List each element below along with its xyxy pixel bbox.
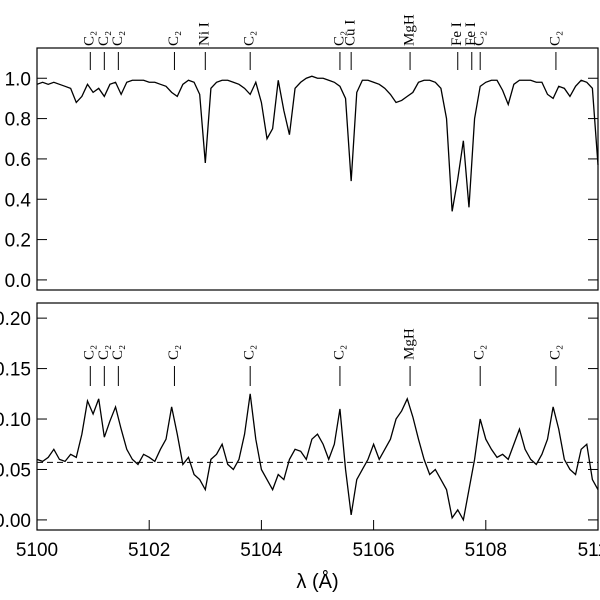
- line-label: C₂: [547, 345, 563, 360]
- x-tick-label: 5100: [16, 540, 58, 561]
- line-label: Cu I: [343, 20, 359, 46]
- plot-frame: [36, 47, 599, 291]
- line-label: Fe I: [449, 22, 465, 46]
- line-label: C₂: [472, 31, 488, 46]
- y-tick-label: 0.8: [5, 110, 31, 131]
- y-tick-label: 0.00: [0, 511, 31, 532]
- plot-frame: [36, 302, 599, 531]
- y-tick-label: 0.20: [0, 309, 31, 330]
- line-label: Fe I: [463, 22, 479, 46]
- y-tick-label: 0.6: [5, 150, 31, 171]
- line-label: C₂: [96, 345, 112, 360]
- x-tick-label: 5106: [352, 540, 394, 561]
- y-tick-label: 0.15: [0, 360, 31, 381]
- line-label: C₂: [242, 345, 258, 360]
- y-tick-label: 0.4: [5, 190, 32, 211]
- line-label: C₂: [547, 31, 563, 46]
- line-label: C₂: [242, 31, 258, 46]
- y-tick-label: 0.2: [5, 231, 31, 252]
- line-label: C₂: [110, 31, 126, 46]
- line-label: Ni I: [197, 22, 213, 46]
- line-label: C₂: [331, 345, 347, 360]
- line-label: C₂: [331, 31, 347, 46]
- line-label: C₂: [96, 31, 112, 46]
- y-tick-label: 0.05: [0, 460, 31, 481]
- line-label: C₂: [472, 345, 488, 360]
- y-tick-label: 1.0: [5, 69, 31, 90]
- x-tick-label: 5108: [465, 540, 507, 561]
- line-label: C₂: [110, 345, 126, 360]
- spectrum-line: [36, 393, 599, 522]
- line-label: C₂: [82, 31, 98, 46]
- line-label: C₂: [166, 345, 182, 360]
- y-tick-label: 0.0: [5, 271, 31, 292]
- line-label: MgH: [402, 14, 418, 46]
- x-tick-label: 5102: [128, 540, 170, 561]
- line-label: MgH: [402, 328, 418, 360]
- y-tick-label: 0.10: [0, 410, 31, 431]
- line-label: C₂: [82, 345, 98, 360]
- x-tick-label: 5110: [578, 540, 600, 561]
- x-axis-label: λ (Å): [296, 570, 338, 593]
- x-tick-label: 5104: [240, 540, 283, 561]
- spectrum-line: [36, 75, 599, 212]
- line-label: C₂: [166, 31, 182, 46]
